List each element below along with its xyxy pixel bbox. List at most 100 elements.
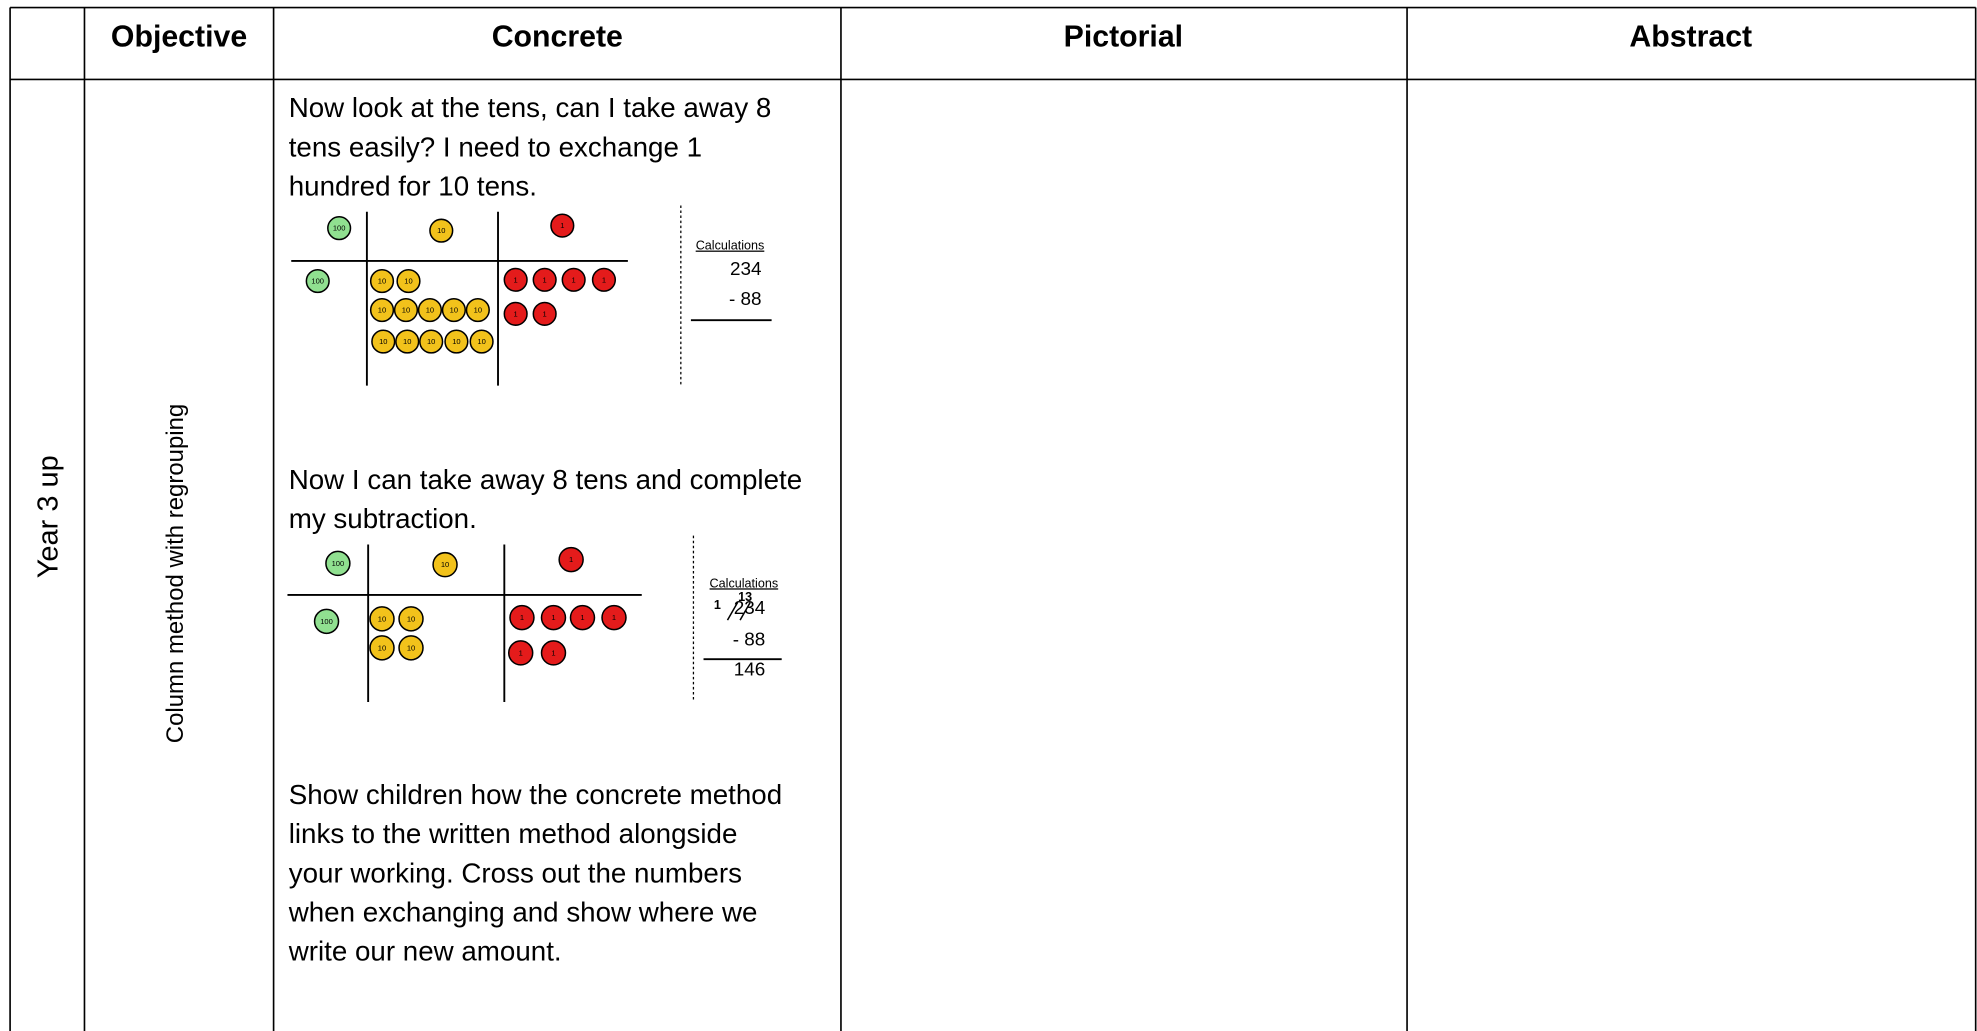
counter — [503, 301, 528, 326]
calc-line: - 88 — [733, 629, 766, 650]
counter-label: 1 — [543, 309, 547, 318]
counter-label: 1 — [572, 275, 576, 284]
counter — [395, 329, 420, 354]
counter — [532, 301, 557, 326]
text-line: tens easily? I need to exchange 1 — [288, 131, 703, 163]
text-line: links to the written method alongside — [288, 817, 738, 850]
counter-label: 10 — [477, 337, 485, 346]
counter-label: 10 — [407, 614, 415, 623]
paragraph: Now look at the tens, can I take away 8 t… — [289, 88, 772, 205]
counter-label: 1 — [543, 275, 547, 284]
counter — [509, 604, 535, 631]
calc-line: - 88 — [729, 289, 762, 310]
counter-label: 1 — [612, 613, 616, 622]
column-header: Objective — [110, 20, 248, 55]
calc-line: 234 — [734, 598, 766, 619]
counter — [369, 268, 395, 294]
text-line: when exchanging and show where we — [288, 896, 758, 928]
counter-label: 1 — [519, 648, 523, 657]
counter-label: 100 — [311, 277, 324, 286]
counter — [469, 329, 494, 354]
counter — [540, 604, 567, 631]
counter — [441, 297, 466, 323]
counter-label: 10 — [427, 337, 435, 346]
counter — [601, 604, 627, 631]
counter-label: 10 — [441, 560, 449, 569]
counter-label: 1 — [514, 309, 518, 318]
counter-label: 100 — [333, 224, 346, 233]
counter — [550, 213, 575, 238]
counter-label: 1 — [569, 555, 573, 564]
counter — [396, 268, 421, 294]
counter-label: 100 — [332, 559, 345, 568]
text-line: Now look at the tens, can I take away 8 — [288, 92, 772, 124]
text-line: hundred for 10 tens. — [288, 170, 538, 202]
column-header: Abstract — [1629, 20, 1753, 55]
counter — [561, 267, 586, 292]
counter-label: 1 — [551, 648, 555, 657]
counter-label: 10 — [378, 277, 386, 286]
cross-out — [739, 602, 751, 621]
counter-label: 10 — [474, 306, 482, 315]
counter-label: 1 — [560, 221, 564, 230]
counter — [393, 297, 419, 323]
counter-label: 10 — [378, 643, 386, 652]
text-line: Now I can take away 8 tens and complete — [288, 463, 803, 496]
cross-out — [726, 602, 739, 621]
counter — [532, 267, 557, 292]
counter-label: 1 — [602, 275, 606, 284]
counter — [419, 329, 444, 354]
counter-label: 1 — [514, 275, 518, 284]
counter-label: 1 — [520, 613, 524, 622]
counter — [325, 550, 351, 577]
counter — [444, 329, 469, 354]
exchange-mark: 1 — [714, 598, 721, 612]
exchange-mark: 13 — [738, 590, 752, 604]
counter — [398, 635, 424, 661]
column-header: Concrete — [491, 20, 623, 55]
counter-label: 10 — [407, 643, 415, 652]
counter-label: 10 — [437, 226, 445, 235]
counter-label: 10 — [378, 614, 386, 623]
counter — [465, 297, 490, 323]
counter — [432, 551, 458, 578]
counter — [591, 267, 617, 292]
counter — [503, 267, 528, 292]
counter — [417, 297, 443, 323]
text-line: my subtraction. — [288, 502, 477, 535]
counter-label: 10 — [452, 337, 460, 346]
calc-line: 146 — [734, 660, 766, 681]
counter — [507, 640, 534, 666]
counter — [540, 640, 567, 666]
column-header: Pictorial — [1063, 20, 1184, 55]
paragraph: Show children how the concrete method lin… — [289, 775, 782, 970]
counter — [313, 608, 340, 635]
counter-label: 10 — [404, 277, 412, 286]
counter-label: 10 — [426, 306, 434, 315]
counter-label: 10 — [403, 337, 411, 346]
calc-title: Calculations — [696, 239, 765, 253]
counter-label: 1 — [580, 613, 584, 622]
counter — [369, 606, 395, 632]
counter — [371, 329, 396, 354]
counter — [327, 216, 352, 241]
counter-label: 10 — [450, 306, 458, 315]
counter-label: 1 — [551, 613, 555, 622]
counter-label: 10 — [378, 306, 386, 315]
text-line: write our new amount. — [288, 935, 562, 967]
counter-label: 10 — [379, 337, 387, 346]
counter — [398, 606, 424, 632]
calc-line: 234 — [730, 259, 762, 280]
counter — [569, 604, 596, 631]
counter — [558, 546, 584, 573]
paragraph: Now I can take away 8 tens and complete m… — [289, 460, 802, 538]
counter — [369, 635, 395, 661]
text-line: your working. Cross out the numbers — [288, 857, 742, 889]
calc-title: Calculations — [710, 576, 779, 590]
counter-label: 10 — [402, 306, 410, 315]
counter — [429, 218, 454, 243]
